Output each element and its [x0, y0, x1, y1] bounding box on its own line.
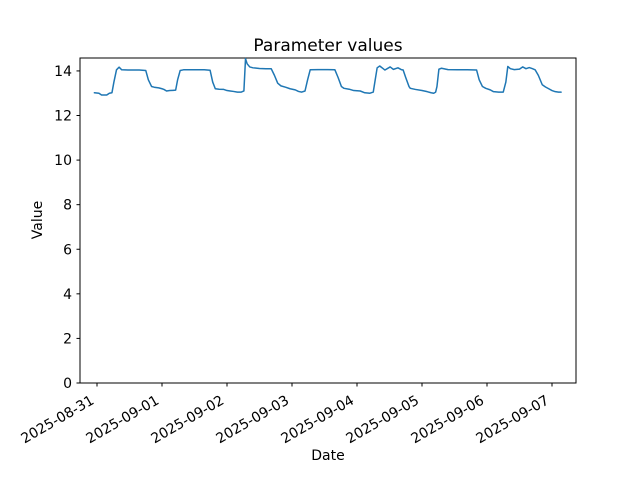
y-tick-label: 14: [54, 64, 72, 80]
x-tick-label: 2025-09-02: [149, 393, 227, 448]
y-tick-label: 0: [63, 376, 72, 392]
plot-area: [79, 57, 577, 384]
chart-title: Parameter values: [253, 36, 403, 56]
y-tick-label: 8: [63, 198, 72, 214]
y-tick-label: 10: [54, 153, 72, 169]
x-tick-label: 2025-09-07: [474, 393, 552, 448]
y-tick-label: 2: [63, 331, 72, 347]
x-axis-label: Date: [311, 448, 345, 464]
y-tick-label: 4: [63, 287, 72, 303]
x-tick-label: 2025-09-01: [84, 393, 162, 448]
x-tick-label: 2025-09-04: [279, 393, 358, 448]
x-tick-label: 2025-08-31: [19, 393, 97, 448]
y-tick-label: 6: [63, 242, 72, 258]
x-tick-label: 2025-09-05: [344, 393, 422, 448]
y-axis-label: Value: [30, 200, 46, 240]
x-tick-label: 2025-09-03: [214, 393, 292, 448]
data-line: [93, 57, 562, 96]
x-tick-label: 2025-09-06: [409, 393, 488, 448]
y-tick-label: 12: [54, 109, 72, 125]
